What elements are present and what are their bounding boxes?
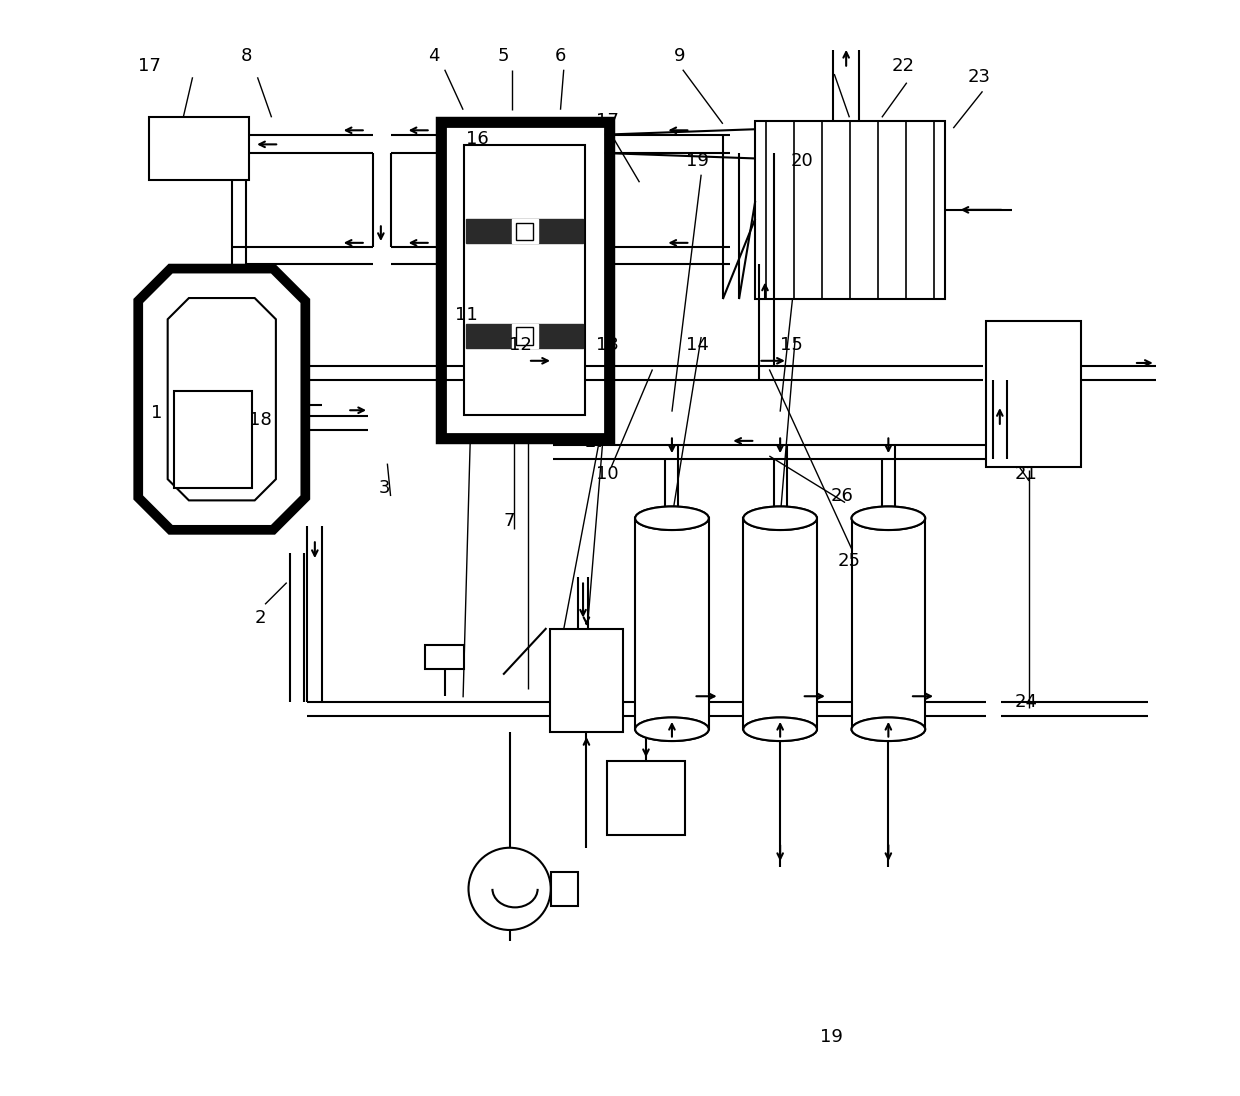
Bar <box>986 321 1081 467</box>
Text: 24: 24 <box>1014 693 1038 710</box>
Text: 22: 22 <box>892 57 915 76</box>
Bar <box>516 328 533 345</box>
Text: 6: 6 <box>554 47 567 65</box>
Text: 14: 14 <box>687 335 709 354</box>
Text: 26: 26 <box>831 487 853 505</box>
Polygon shape <box>141 272 301 526</box>
Text: 19: 19 <box>820 1028 842 1046</box>
Text: 9: 9 <box>673 47 686 65</box>
Text: 17: 17 <box>138 57 161 76</box>
Text: 18: 18 <box>249 411 272 430</box>
Text: 19: 19 <box>687 151 709 170</box>
Text: 12: 12 <box>508 335 532 354</box>
Bar <box>852 518 925 729</box>
Ellipse shape <box>743 506 817 530</box>
Text: 7: 7 <box>503 512 516 530</box>
Text: 8: 8 <box>241 47 253 65</box>
Bar <box>466 219 583 243</box>
Text: 20: 20 <box>790 151 813 170</box>
Circle shape <box>469 847 551 931</box>
Text: 23: 23 <box>967 68 991 87</box>
Text: 15: 15 <box>780 335 802 354</box>
Bar <box>464 146 585 415</box>
Bar <box>755 121 945 299</box>
Text: 21: 21 <box>1014 466 1037 483</box>
Bar <box>466 324 583 349</box>
Ellipse shape <box>852 718 925 741</box>
Ellipse shape <box>635 506 709 530</box>
Ellipse shape <box>852 506 925 530</box>
Bar <box>149 117 249 180</box>
Bar <box>549 629 624 732</box>
Bar <box>635 518 709 729</box>
Text: 5: 5 <box>497 47 508 65</box>
Bar <box>445 126 605 434</box>
Bar <box>608 762 684 835</box>
Bar <box>512 324 538 349</box>
Bar <box>551 871 578 906</box>
Text: 17: 17 <box>595 112 619 129</box>
Polygon shape <box>167 298 275 501</box>
Ellipse shape <box>743 718 817 741</box>
Bar <box>512 219 538 243</box>
Text: 1: 1 <box>151 403 162 422</box>
Text: 11: 11 <box>455 307 477 324</box>
Text: 2: 2 <box>255 609 267 627</box>
Bar <box>174 391 252 489</box>
Text: 25: 25 <box>838 552 861 570</box>
Bar <box>516 222 533 240</box>
Ellipse shape <box>635 718 709 741</box>
Text: 4: 4 <box>428 47 440 65</box>
Text: 10: 10 <box>595 466 619 483</box>
Bar <box>445 126 605 434</box>
Text: 27: 27 <box>585 433 608 450</box>
Text: 16: 16 <box>466 130 489 148</box>
Bar <box>743 518 817 729</box>
Text: 13: 13 <box>595 335 619 354</box>
Bar <box>425 646 464 670</box>
Text: 3: 3 <box>378 479 389 498</box>
